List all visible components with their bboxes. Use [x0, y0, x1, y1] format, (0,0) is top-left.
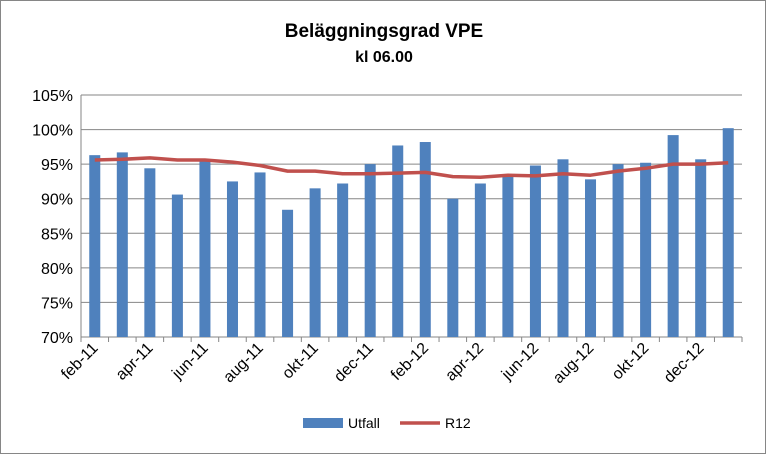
x-tick-label: aug-12	[550, 340, 597, 387]
y-tick-label: 100%	[32, 123, 73, 140]
bar	[309, 188, 321, 337]
bar	[502, 175, 514, 337]
x-tick-label: dec-12	[661, 340, 708, 387]
y-tick-label: 70%	[41, 330, 73, 347]
chart-subtitle: kl 06.00	[355, 49, 413, 66]
bar	[585, 179, 597, 337]
y-tick-label: 85%	[41, 226, 73, 243]
bar	[392, 145, 404, 337]
bar	[226, 181, 238, 337]
y-tick-label: 90%	[41, 192, 73, 209]
x-tick-label: aug-11	[220, 340, 266, 386]
bar	[529, 165, 541, 337]
x-tick-label: jun-11	[168, 340, 211, 383]
bar	[695, 159, 707, 337]
bar	[254, 172, 266, 337]
bar	[447, 198, 459, 337]
bar	[557, 159, 569, 337]
y-tick-label: 105%	[32, 88, 73, 105]
y-tick-label: 80%	[41, 261, 73, 278]
y-tick-label: 95%	[41, 157, 73, 174]
bar	[474, 183, 486, 337]
y-tick-label: 75%	[41, 295, 73, 312]
x-tick-label: apr-12	[442, 340, 487, 385]
x-tick-label: apr-11	[113, 340, 157, 384]
bar	[419, 142, 431, 337]
bar	[89, 155, 101, 337]
bar	[364, 164, 376, 337]
bar	[640, 162, 652, 337]
legend-label-utfall: Utfall	[348, 415, 380, 431]
x-tick-label: jun-12	[498, 340, 542, 384]
bar	[282, 209, 294, 337]
x-tick-label: okt-12	[609, 340, 653, 384]
bar	[722, 128, 734, 337]
series-line-r12	[94, 156, 729, 180]
x-tick-label: feb-12	[388, 340, 432, 384]
x-tick-label: dec-11	[331, 340, 377, 386]
bar	[612, 164, 624, 337]
bar	[337, 183, 349, 337]
legend-swatch-utfall	[303, 418, 343, 428]
x-tick-label: okt-11	[279, 340, 322, 383]
bar	[199, 159, 211, 337]
bar	[144, 168, 156, 337]
legend-label-r12: R12	[445, 415, 471, 431]
bar	[116, 152, 128, 337]
bar	[171, 194, 183, 337]
bar	[667, 135, 679, 337]
chart-title: Beläggningsgrad VPE	[284, 21, 484, 42]
